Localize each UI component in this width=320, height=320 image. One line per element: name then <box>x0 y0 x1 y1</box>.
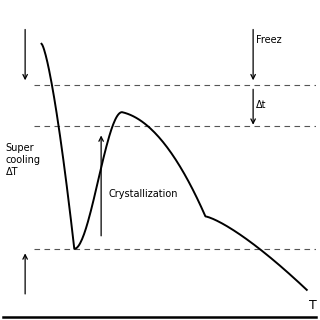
Text: Crystallization: Crystallization <box>108 189 178 199</box>
Text: Δt: Δt <box>256 100 267 110</box>
Text: T: T <box>309 299 316 312</box>
Text: Freez: Freez <box>256 36 282 45</box>
Text: Super
cooling
ΔT: Super cooling ΔT <box>6 143 41 177</box>
